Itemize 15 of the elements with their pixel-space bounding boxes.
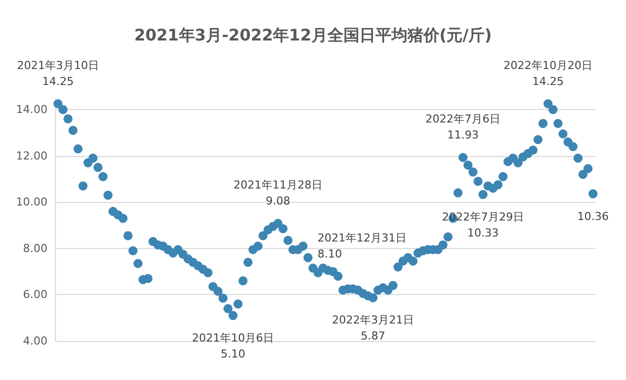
data-label: 2022年7月6日 11.93 bbox=[426, 112, 500, 142]
y-tick-label: 4.00 bbox=[23, 334, 48, 348]
y-tick-label: 10.00 bbox=[16, 196, 48, 209]
data-label: 2021年12月31日 8.10 bbox=[318, 232, 406, 261]
data-label: 2021年10月6日 5.10 bbox=[192, 332, 274, 361]
chart-title: 2021年3月-2022年12月全国日平均猪价(元/斤) bbox=[134, 26, 492, 44]
data-label: 2022年10月20日 14.25 bbox=[504, 58, 592, 88]
y-tick-label: 8.00 bbox=[23, 242, 48, 255]
data-label: 2022年3月21日 5.87 bbox=[332, 314, 414, 343]
y-tick-label: 14.00 bbox=[16, 103, 48, 116]
data-label: 2021年11月28日 9.08 bbox=[234, 178, 322, 208]
data-label: 2021年3月10日 14.25 bbox=[17, 58, 99, 88]
y-tick-label: 6.00 bbox=[23, 288, 48, 302]
data-label: 10.36 bbox=[577, 210, 609, 223]
y-tick-label: 12.00 bbox=[16, 149, 48, 162]
